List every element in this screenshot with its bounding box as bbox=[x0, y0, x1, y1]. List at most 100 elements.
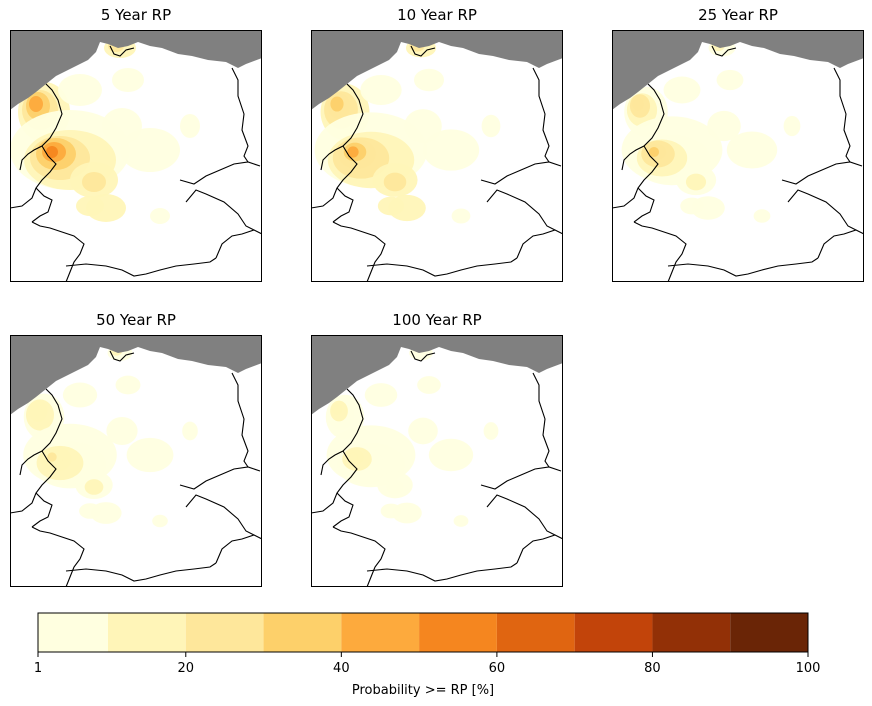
probability-contour bbox=[663, 76, 701, 104]
colorbar-tick-label: 80 bbox=[644, 661, 661, 676]
country-border bbox=[109, 45, 135, 57]
probability-contour bbox=[152, 514, 168, 528]
country-border bbox=[320, 388, 364, 476]
probability-contour bbox=[331, 403, 343, 415]
country-border bbox=[19, 388, 63, 476]
colorbar-segment bbox=[185, 613, 264, 652]
probability-contour bbox=[126, 437, 174, 473]
map-panel-10yr bbox=[311, 30, 563, 282]
country-border bbox=[311, 450, 358, 514]
colorbar-tick-label: 1 bbox=[34, 661, 42, 676]
country-border bbox=[633, 187, 655, 223]
probability-contour bbox=[380, 503, 402, 519]
map-canvas bbox=[311, 30, 563, 282]
country-border bbox=[10, 450, 57, 514]
colorbar-tick-label: 20 bbox=[178, 661, 195, 676]
probability-contour bbox=[383, 172, 407, 192]
country-border bbox=[711, 45, 737, 57]
country-border bbox=[332, 492, 354, 528]
country-border bbox=[667, 257, 819, 277]
probability-contour bbox=[404, 109, 442, 143]
country-border bbox=[31, 526, 85, 587]
probability-contour bbox=[716, 69, 744, 91]
sea-area bbox=[311, 335, 563, 415]
map-panel-5yr bbox=[10, 30, 262, 282]
country-border bbox=[532, 67, 550, 163]
probability-contour bbox=[112, 68, 144, 92]
sea-area bbox=[10, 335, 262, 415]
panel-title-5yr: 5 Year RP bbox=[100, 6, 172, 24]
probability-contour bbox=[106, 416, 138, 446]
country-border bbox=[633, 221, 687, 282]
probability-contour bbox=[30, 402, 42, 416]
country-border bbox=[486, 494, 556, 536]
country-border bbox=[366, 257, 518, 277]
country-border bbox=[486, 189, 556, 231]
probability-contour bbox=[632, 97, 644, 111]
colorbar-segment bbox=[730, 613, 808, 652]
country-border bbox=[19, 83, 63, 171]
map-canvas bbox=[10, 335, 262, 587]
colorbar: 1 20 40 60 80 100 Probability >= RP [%] bbox=[34, 612, 821, 698]
map-panel-50yr bbox=[10, 335, 262, 587]
colorbar-tick-label: 100 bbox=[796, 661, 821, 676]
country-border bbox=[10, 145, 57, 209]
probability-contour bbox=[726, 131, 778, 169]
colorbar-segment bbox=[263, 613, 342, 652]
country-border bbox=[185, 189, 255, 231]
probability-contour bbox=[685, 173, 707, 191]
country-border bbox=[65, 562, 217, 582]
sea-area bbox=[612, 30, 864, 110]
map-canvas bbox=[612, 30, 864, 282]
country-border bbox=[532, 372, 550, 468]
country-border bbox=[612, 145, 659, 209]
country-border bbox=[231, 372, 249, 468]
country-border bbox=[332, 526, 386, 587]
country-border bbox=[833, 67, 851, 163]
colorbar-segment bbox=[574, 613, 653, 652]
probability-contour bbox=[451, 208, 471, 224]
probability-contour bbox=[377, 196, 405, 216]
country-border bbox=[231, 67, 249, 163]
probability-contour bbox=[413, 68, 445, 92]
sea-area bbox=[10, 30, 262, 110]
probability-contour bbox=[82, 172, 106, 192]
probability-contour bbox=[46, 146, 58, 158]
country-border bbox=[311, 145, 358, 209]
probability-contour bbox=[76, 196, 104, 216]
colorbar-segment bbox=[496, 613, 575, 652]
panel-title-25yr: 25 Year RP bbox=[698, 6, 778, 24]
probability-contour bbox=[648, 146, 660, 158]
probability-contour bbox=[115, 375, 141, 395]
probability-contour bbox=[481, 114, 501, 138]
probability-contour bbox=[330, 96, 344, 112]
probability-contour bbox=[408, 417, 438, 445]
colorbar-segment bbox=[38, 613, 108, 652]
colorbar-segment bbox=[108, 613, 186, 652]
colorbar-segment bbox=[341, 613, 420, 652]
probability-contour bbox=[360, 74, 402, 106]
country-border bbox=[215, 229, 262, 259]
probability-contour bbox=[102, 108, 142, 144]
country-border bbox=[31, 187, 53, 223]
country-border bbox=[65, 257, 217, 277]
probability-contour bbox=[347, 146, 359, 158]
colorbar-tick-label: 60 bbox=[489, 661, 506, 676]
probability-contour bbox=[707, 110, 741, 142]
probability-contour bbox=[422, 129, 480, 171]
country-border bbox=[787, 189, 857, 231]
probability-contour bbox=[483, 422, 499, 440]
probability-contour bbox=[180, 114, 200, 138]
country-border bbox=[410, 45, 436, 57]
country-border bbox=[410, 350, 436, 362]
country-border bbox=[109, 350, 135, 362]
map-panel-25yr bbox=[612, 30, 864, 282]
country-border bbox=[332, 221, 386, 282]
map-canvas bbox=[311, 335, 563, 587]
probability-contour bbox=[29, 96, 43, 112]
country-border bbox=[332, 187, 354, 223]
probability-contour bbox=[680, 197, 704, 215]
country-border bbox=[31, 221, 85, 282]
probability-contour bbox=[753, 209, 771, 223]
probability-contour bbox=[182, 421, 198, 441]
